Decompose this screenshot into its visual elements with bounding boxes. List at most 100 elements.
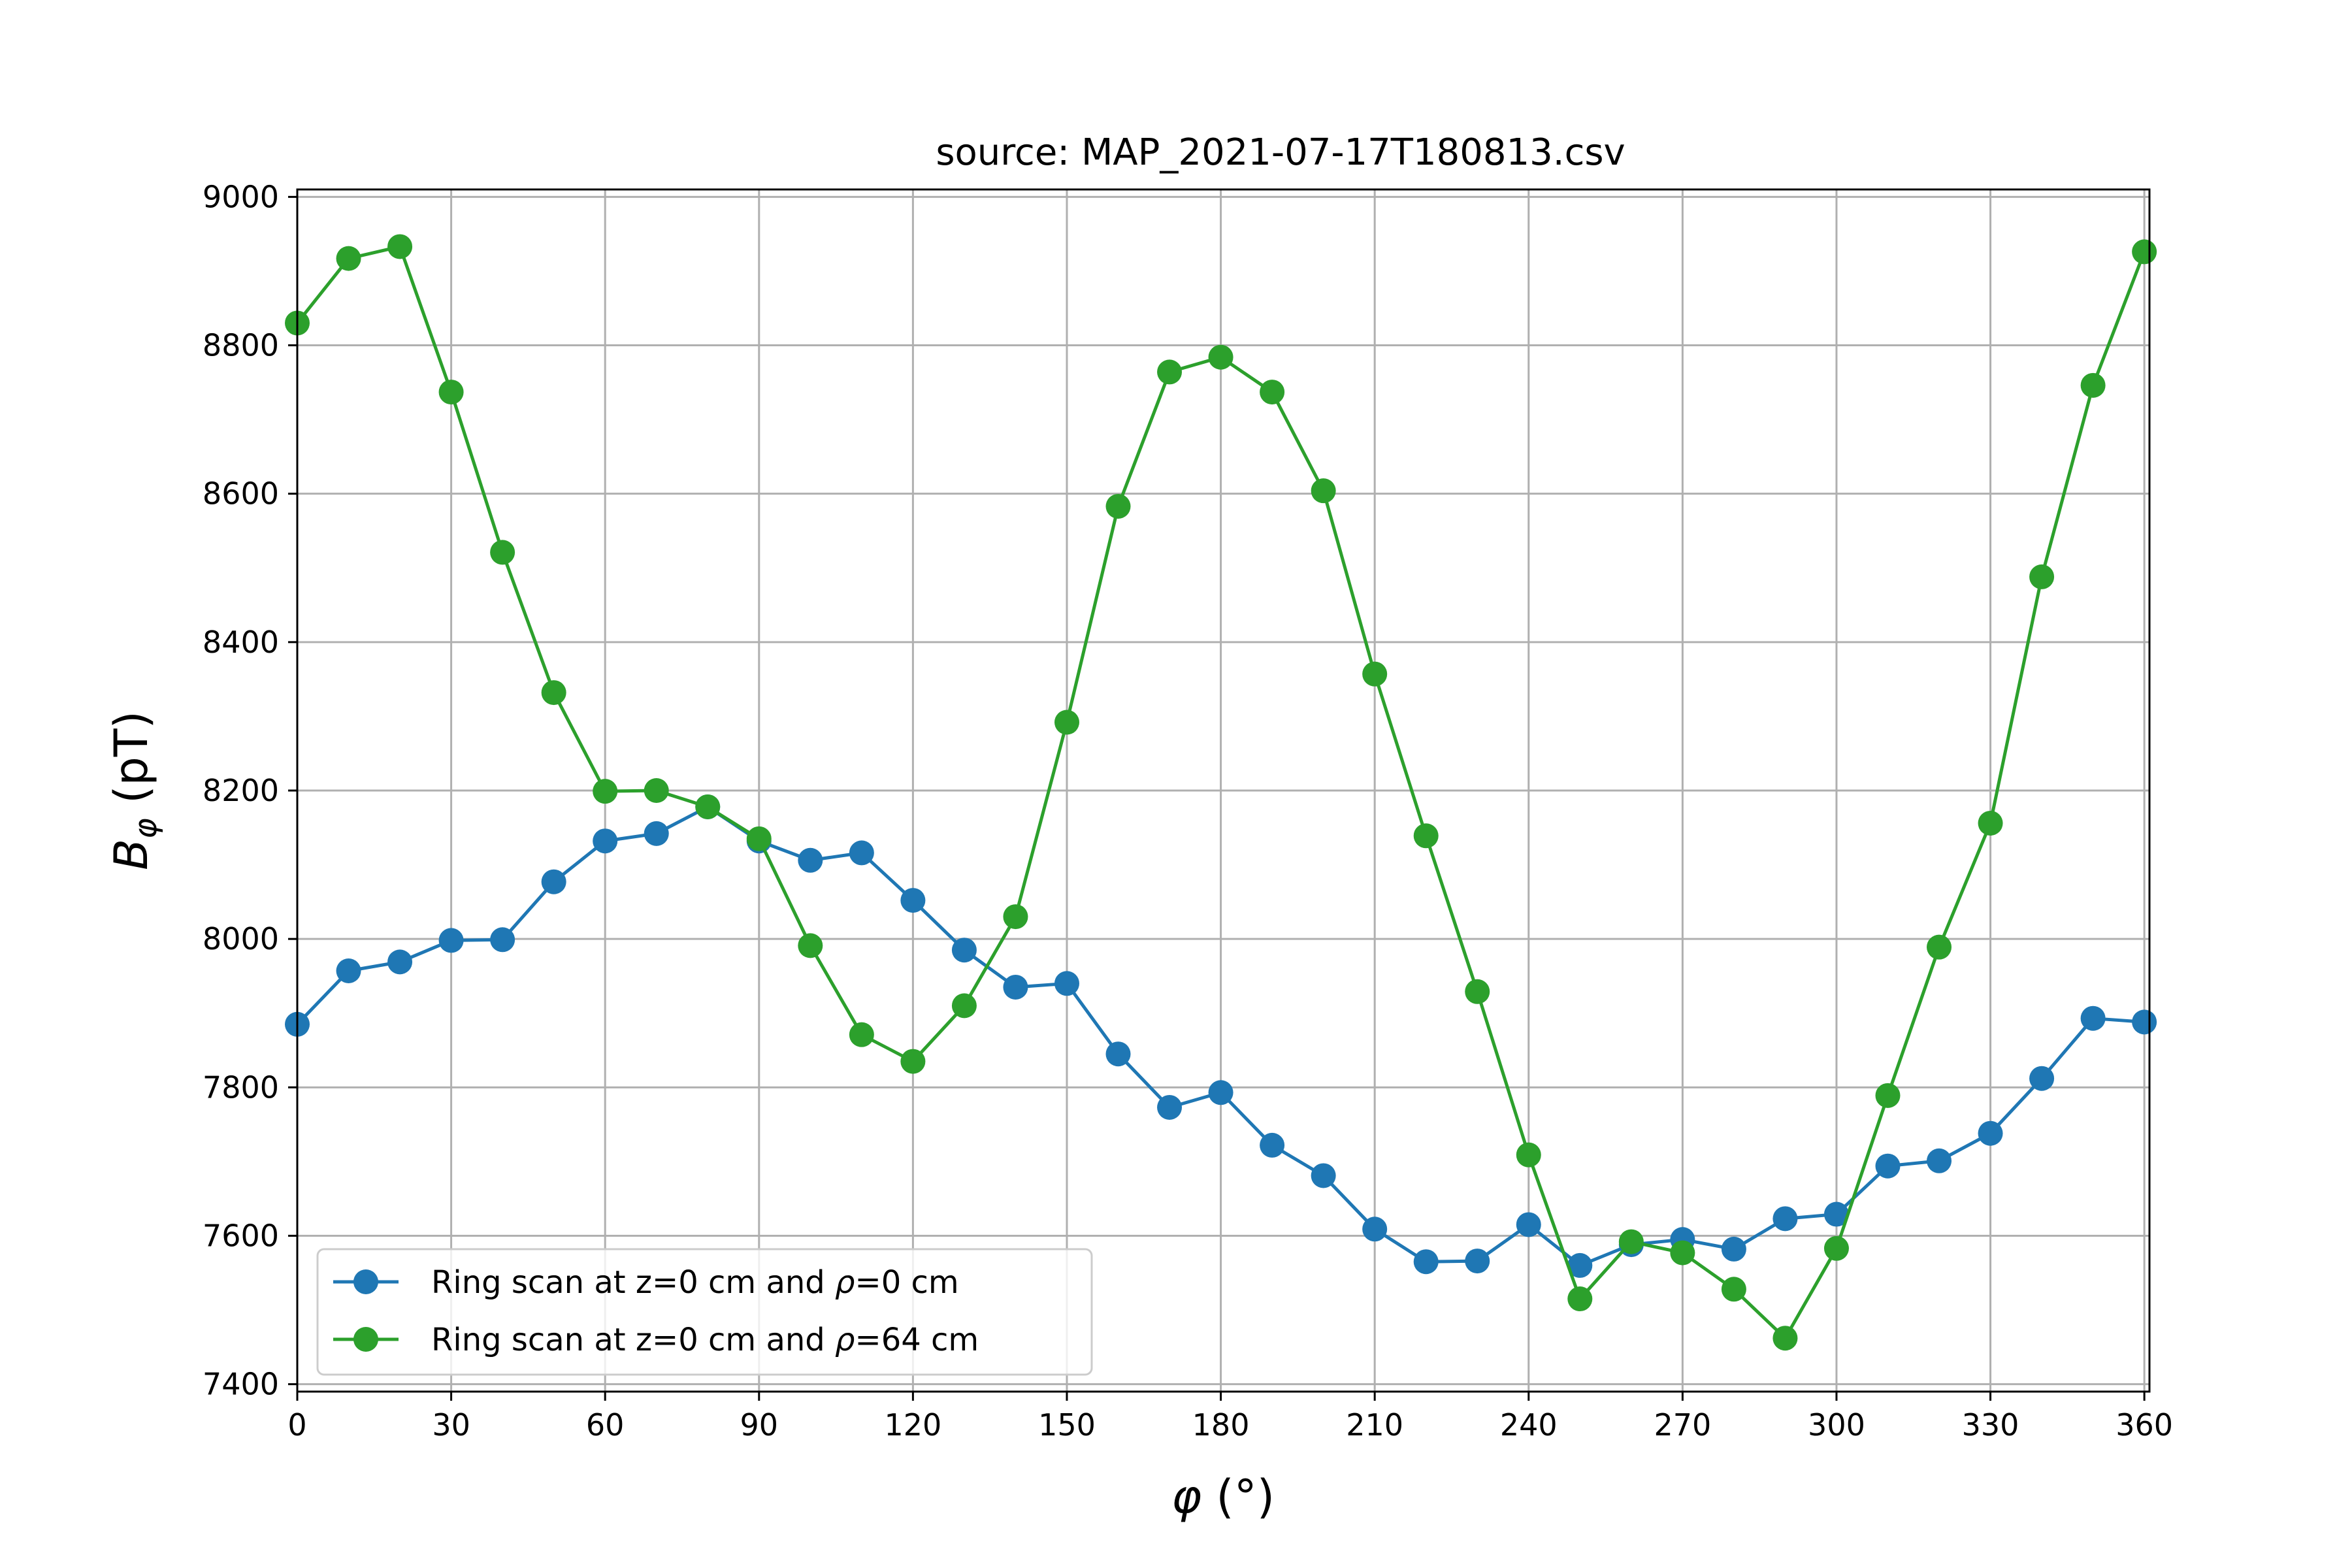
series-1-point bbox=[1054, 710, 1079, 735]
series-0-point bbox=[336, 958, 361, 983]
x-tick-label: 360 bbox=[2115, 1407, 2173, 1443]
series-0-point bbox=[1875, 1153, 1901, 1179]
series-0-point bbox=[798, 847, 823, 873]
series-1-point bbox=[336, 246, 361, 271]
series-0-point bbox=[2080, 1005, 2106, 1031]
x-tick-label: 330 bbox=[1962, 1407, 2019, 1443]
legend-label: Ring scan at z=0 cm and ρ=64 cm bbox=[431, 1322, 979, 1358]
series-0-point bbox=[849, 840, 874, 866]
series-0-point bbox=[1260, 1132, 1285, 1158]
x-tick-label: 60 bbox=[586, 1407, 625, 1443]
x-tick-label: 180 bbox=[1192, 1407, 1250, 1443]
legend-frame bbox=[316, 1248, 1093, 1376]
series-0-point bbox=[1413, 1249, 1439, 1275]
x-tick-label: 0 bbox=[287, 1407, 306, 1443]
series-1-point bbox=[1618, 1229, 1644, 1254]
series-0-point bbox=[1721, 1236, 1746, 1262]
x-axis-label-symbol: φ bbox=[1171, 1470, 1201, 1524]
y-tick-label: 8600 bbox=[203, 476, 279, 512]
series-1-point bbox=[1772, 1326, 1798, 1351]
ticks: 0 30 60 90 120 150 180 210 240 270 300 330 360 7400 76… bbox=[203, 179, 2173, 1443]
legend-entry-1: Ring scan at z=0 cm and ρ=64 cm bbox=[333, 1322, 979, 1358]
series-0-point bbox=[1105, 1041, 1131, 1067]
y-axis-label-subscript: φ bbox=[127, 818, 164, 839]
series-0-point bbox=[2029, 1066, 2055, 1091]
series-0-point bbox=[490, 927, 515, 953]
chart-title: source: MAP_2021-07-17T180813.csv bbox=[936, 131, 1625, 174]
series-1-point bbox=[746, 826, 772, 851]
series-1-point bbox=[1978, 810, 2003, 836]
series-1 bbox=[285, 234, 2157, 1351]
series-1-point bbox=[1260, 380, 1285, 405]
legend-label: Ring scan at z=0 cm and ρ=0 cm bbox=[431, 1264, 959, 1301]
y-axis-label-symbol: B bbox=[105, 839, 158, 870]
series-1-point bbox=[1362, 661, 1388, 687]
series-1-point bbox=[951, 993, 977, 1019]
series-0-point bbox=[541, 869, 566, 894]
x-tick-label: 120 bbox=[884, 1407, 941, 1443]
y-tick-label: 7400 bbox=[203, 1367, 279, 1402]
series-0-point bbox=[1362, 1217, 1388, 1242]
series-1-point bbox=[1413, 823, 1439, 849]
series-1-point bbox=[695, 794, 721, 819]
x-tick-label: 30 bbox=[432, 1407, 470, 1443]
x-axis-label-unit: (°) bbox=[1201, 1470, 1275, 1524]
series-0-point bbox=[1772, 1206, 1798, 1232]
legend-label-symbol: ρ bbox=[835, 1264, 855, 1301]
series-0-point bbox=[1054, 971, 1079, 996]
series-1-point bbox=[490, 540, 515, 565]
series-0-point bbox=[1003, 974, 1028, 1000]
x-axis-label: φ (°) bbox=[1171, 1470, 1275, 1524]
series-1-point bbox=[900, 1049, 926, 1074]
series-1-point bbox=[1465, 979, 1490, 1004]
series-1-point bbox=[1927, 934, 1952, 960]
grid bbox=[296, 189, 2149, 1392]
y-tick-label: 7800 bbox=[203, 1070, 279, 1105]
y-axis-label-unit: (pT) bbox=[105, 711, 158, 818]
legend-label-suffix: =64 cm bbox=[855, 1322, 979, 1358]
series-1-point bbox=[2132, 239, 2157, 265]
legend-swatch-marker bbox=[353, 1327, 378, 1352]
series-0-point bbox=[2132, 1009, 2157, 1035]
series-0-point bbox=[1208, 1080, 1233, 1105]
series-0-point bbox=[1311, 1163, 1336, 1188]
x-tick-label: 210 bbox=[1346, 1407, 1403, 1443]
series-0-point bbox=[387, 949, 413, 975]
series-1-point bbox=[1721, 1277, 1746, 1302]
series-1-point bbox=[1208, 344, 1233, 370]
y-tick-label: 7600 bbox=[203, 1218, 279, 1253]
x-tick-label: 240 bbox=[1500, 1407, 1558, 1443]
series-1-point bbox=[1670, 1240, 1695, 1266]
series-0-point bbox=[900, 888, 926, 913]
series-0-point bbox=[1157, 1094, 1183, 1120]
series-1-point bbox=[2080, 372, 2106, 398]
y-tick-label: 8400 bbox=[203, 625, 279, 660]
series-1-point bbox=[1311, 478, 1336, 504]
y-tick-label: 8200 bbox=[203, 773, 279, 808]
series-1-point bbox=[644, 778, 669, 803]
series-0-point bbox=[1823, 1201, 1849, 1227]
series-1-point bbox=[438, 380, 464, 405]
series-0-point bbox=[1927, 1148, 1952, 1173]
x-tick-label: 90 bbox=[740, 1407, 779, 1443]
legend-label-prefix: Ring scan at z=0 cm and bbox=[431, 1322, 835, 1358]
series-1-point bbox=[1567, 1286, 1593, 1312]
series-0-point bbox=[951, 938, 977, 963]
series-0-point bbox=[1567, 1252, 1593, 1278]
y-tick-label: 8000 bbox=[203, 921, 279, 956]
series-1-point bbox=[1875, 1083, 1901, 1108]
series-layer bbox=[285, 234, 2157, 1351]
series-0-point bbox=[438, 928, 464, 953]
series-1-point bbox=[1516, 1142, 1541, 1168]
series-0-point bbox=[1516, 1212, 1541, 1237]
series-1-point bbox=[1003, 904, 1028, 930]
legend-label-symbol: ρ bbox=[835, 1322, 855, 1358]
y-tick-label: 8800 bbox=[203, 328, 279, 363]
series-1-point bbox=[1823, 1235, 1849, 1261]
legend-label-suffix: =0 cm bbox=[855, 1264, 958, 1301]
series-1-point bbox=[849, 1022, 874, 1047]
x-tick-label: 300 bbox=[1808, 1407, 1865, 1443]
series-0-point bbox=[593, 828, 618, 854]
series-0-point bbox=[1978, 1120, 2003, 1146]
